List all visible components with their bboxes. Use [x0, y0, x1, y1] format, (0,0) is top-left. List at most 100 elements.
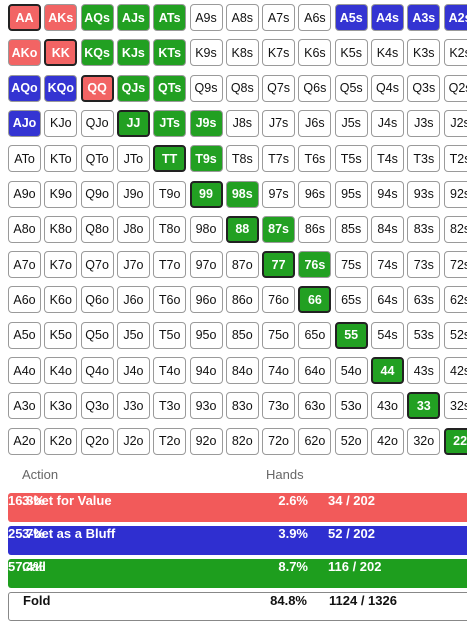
hand-cell: 87o — [225, 251, 259, 279]
hand-cell: Q5o — [80, 321, 114, 349]
hand-cell: T2s — [443, 145, 467, 173]
hand-cell: Q2o — [80, 427, 114, 455]
hand-cell: 75s — [334, 251, 368, 279]
hand-cell: A6s — [298, 4, 332, 31]
action-combos: 1124 / 1326 — [329, 593, 397, 608]
hand-cell: 42o — [371, 427, 404, 455]
hand-cell: K6s — [298, 39, 332, 67]
hand-cell: ATo — [8, 145, 41, 173]
hand-cell: J7s — [262, 109, 296, 137]
hand-cell: 64o — [298, 357, 332, 384]
hand-cell: K4o — [44, 357, 78, 384]
hand-cell: 86s — [298, 215, 332, 243]
hand-cell: 22 — [443, 427, 467, 455]
hand-cell: T6s — [298, 145, 332, 173]
hand-cell: K9o — [44, 180, 78, 208]
hand-cell: 33 — [407, 392, 441, 420]
hand-cell: 87s — [262, 215, 296, 243]
hand-cell: Q5s — [334, 74, 368, 102]
hand-cell: K7s — [262, 39, 296, 67]
hand-cell: 97s — [262, 180, 296, 208]
hand-cell: 86o — [225, 286, 259, 314]
action-combos: 52 / 202 — [328, 526, 375, 541]
hand-cell: K3s — [407, 39, 441, 67]
hand-cell: A9o — [8, 180, 41, 208]
hand-cell: 92o — [189, 427, 223, 455]
hand-cell: J4o — [116, 357, 150, 384]
hand-cell: K5o — [44, 321, 78, 349]
action-percent: 2.6% — [278, 493, 308, 508]
hand-cell: 73s — [407, 251, 441, 279]
action-combos: 116 / 202 — [328, 559, 382, 574]
hand-cell: 52s — [443, 321, 467, 349]
hand-cell: A4s — [371, 4, 404, 31]
hand-cell: J2o — [116, 427, 150, 455]
hand-cell: Q7o — [80, 251, 114, 279]
hand-cell: K5s — [334, 39, 368, 67]
hand-cell: 82o — [225, 427, 259, 455]
hand-cell: AKo — [8, 39, 41, 67]
hand-cell: Q3s — [407, 74, 441, 102]
hand-cell: K2s — [443, 39, 467, 67]
hand-cell: K6o — [44, 286, 78, 314]
hand-cell: 85o — [225, 321, 259, 349]
hand-cell: QJo — [80, 109, 114, 137]
hand-cell: A8s — [225, 4, 259, 31]
hand-cell: K8s — [225, 39, 259, 67]
column-header: Hands — [266, 467, 304, 482]
hand-cell: KK — [44, 39, 78, 67]
hand-cell: J3s — [407, 109, 441, 137]
hand-cell: K7o — [44, 251, 78, 279]
hand-cell: QTs — [153, 74, 187, 102]
hand-cell: 92s — [443, 180, 467, 208]
hand-cell: 53o — [334, 392, 368, 420]
hand-cell: T6o — [153, 286, 187, 314]
hand-cell: 63s — [407, 286, 441, 314]
hand-cell: 83s — [407, 215, 441, 243]
hand-cell: J7o — [116, 251, 150, 279]
hand-cell: 74o — [262, 357, 296, 384]
hand-cell: 83o — [225, 392, 259, 420]
hand-cell: 84s — [371, 215, 404, 243]
hand-cell: 53s — [407, 321, 441, 349]
hand-cell: Q3o — [80, 392, 114, 420]
action-row: Fold 84.8% 1124 / 1326 — [8, 592, 467, 621]
action-label: Fold — [23, 593, 51, 608]
hand-cell: 94o — [189, 357, 223, 384]
hand-cell: TT — [153, 145, 187, 173]
hand-cell: 65o — [298, 321, 332, 349]
action-percent: 3.9% — [278, 526, 308, 541]
hand-cell: T8s — [225, 145, 259, 173]
hand-cell: 76o — [262, 286, 296, 314]
hand-cell: 32o — [407, 427, 441, 455]
action-share: 57.4% — [8, 559, 45, 574]
hand-cell: JTs — [153, 109, 187, 137]
hand-cell: A7o — [8, 251, 41, 279]
hand-cell: Q8o — [80, 215, 114, 243]
hand-cell: KQs — [80, 39, 114, 67]
hand-cell: JJ — [116, 109, 150, 137]
action-label: 3-bet for Value — [22, 493, 112, 508]
action-row: 3-bet as a Bluff 3.9% 52 / 202 25.7% — [8, 526, 467, 555]
hand-cell: 42s — [443, 357, 467, 384]
hand-cell: AQs — [80, 4, 114, 31]
hand-cell: T7o — [153, 251, 187, 279]
hand-cell: T7s — [262, 145, 296, 173]
hand-cell: T3o — [153, 392, 187, 420]
hand-cell: KJo — [44, 109, 78, 137]
hand-cell: AQo — [8, 74, 41, 102]
hand-cell: 77 — [262, 251, 296, 279]
hand-cell: T3s — [407, 145, 441, 173]
hand-cell: K9s — [189, 39, 223, 67]
hand-cell: Q6o — [80, 286, 114, 314]
hand-cell: A2s — [443, 4, 467, 31]
hand-cell: J6s — [298, 109, 332, 137]
hand-cell: J9o — [116, 180, 150, 208]
hand-cell: K8o — [44, 215, 78, 243]
hand-cell: A4o — [8, 357, 41, 384]
hand-cell: 98s — [225, 180, 259, 208]
hand-cell: Q7s — [262, 74, 296, 102]
action-row: 3-bet for Value 2.6% 34 / 202 16.8% — [8, 493, 467, 522]
hand-cell: J8s — [225, 109, 259, 137]
